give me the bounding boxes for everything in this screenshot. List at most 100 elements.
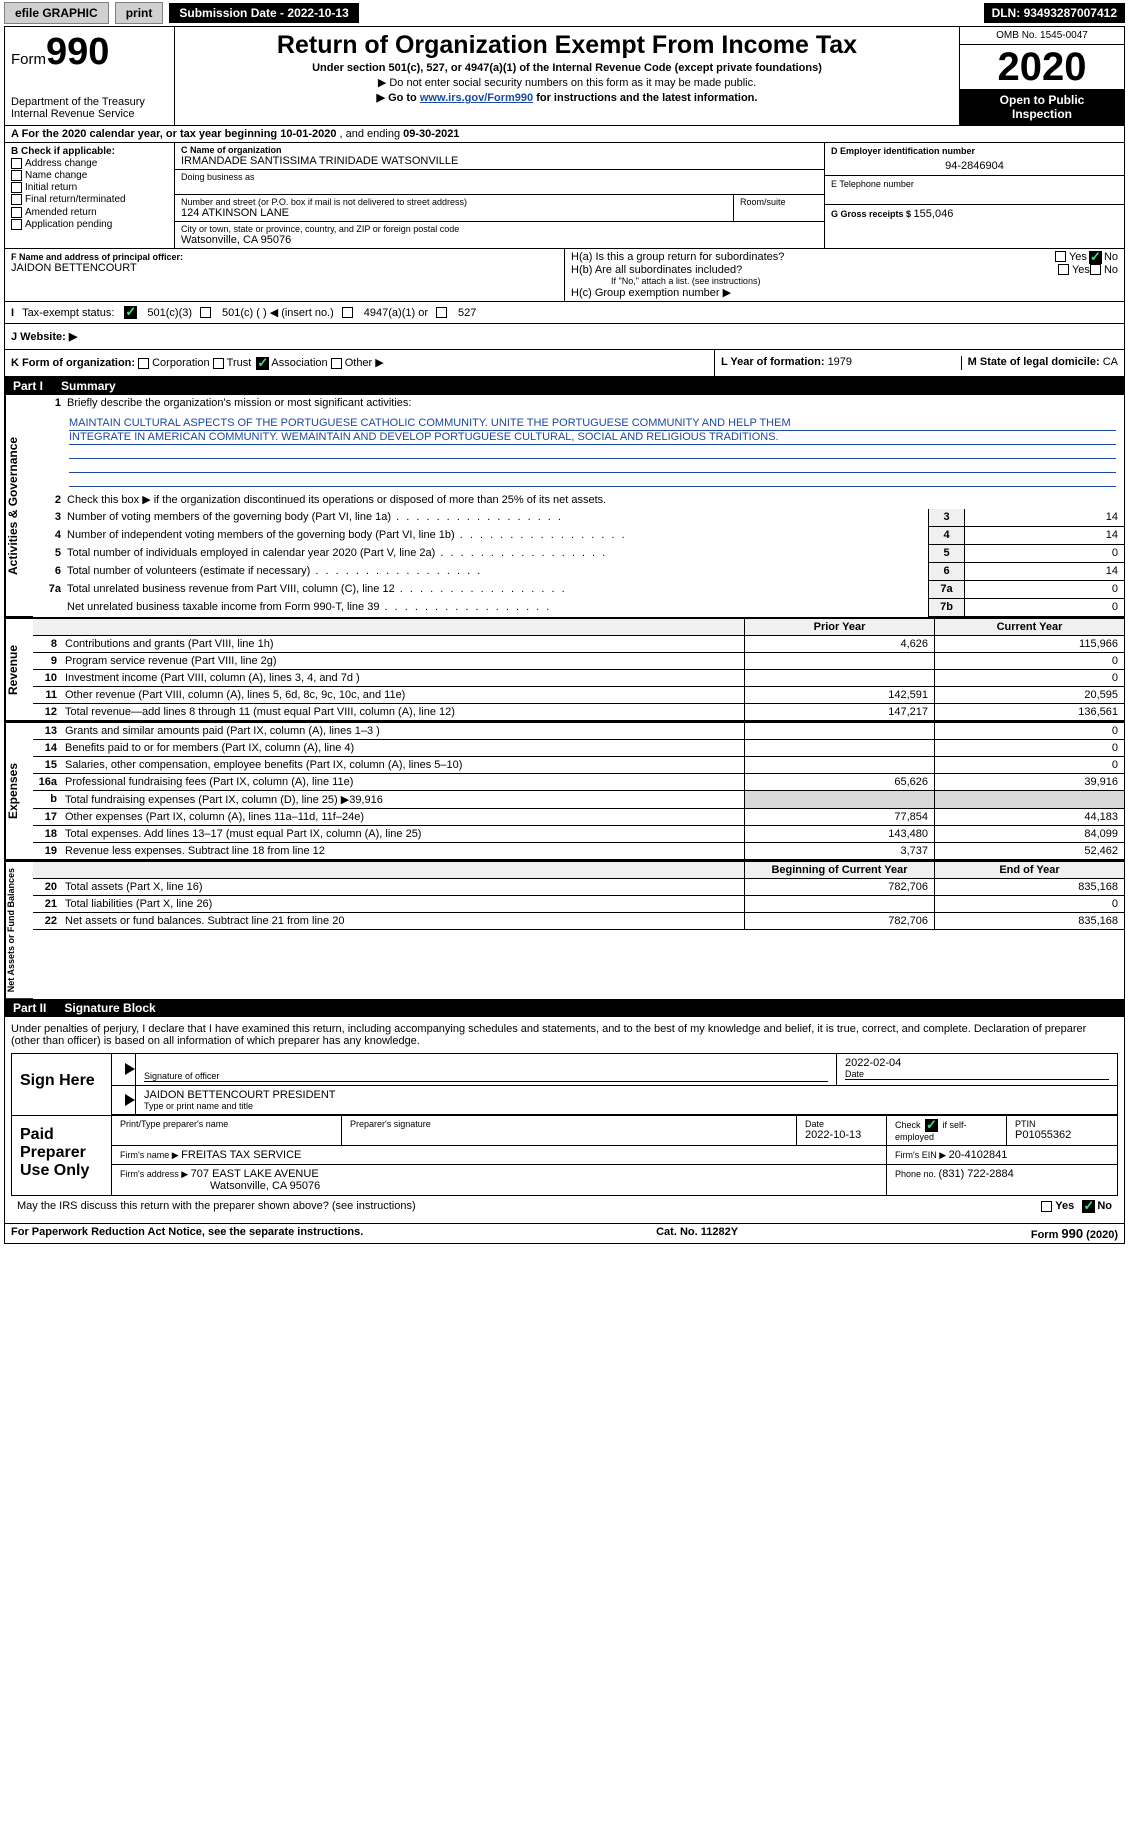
- ha-yes-chk[interactable]: [1055, 251, 1066, 262]
- prep-body: Print/Type preparer's name Preparer's si…: [112, 1116, 1117, 1195]
- sign-here-label: Sign Here: [12, 1054, 112, 1115]
- chk-501c3[interactable]: [124, 306, 137, 319]
- grid-row: 22Net assets or fund balances. Subtract …: [33, 913, 1124, 930]
- firm-phone-cell: Phone no. (831) 722-2884: [887, 1165, 1117, 1195]
- chk-assoc[interactable]: [256, 357, 269, 370]
- grid-row: 18Total expenses. Add lines 13–17 (must …: [33, 826, 1124, 843]
- chk-amended[interactable]: Amended return: [11, 207, 168, 218]
- summary-row: 3Number of voting members of the governi…: [33, 509, 1124, 527]
- na-rows: 20Total assets (Part X, line 16)782,7068…: [33, 879, 1124, 930]
- city-label: City or town, state or province, country…: [181, 224, 818, 234]
- part1-title: Summary: [61, 379, 116, 393]
- open-line2: Inspection: [962, 107, 1122, 121]
- opt-initial: Initial return: [25, 182, 77, 193]
- chk-self-emp[interactable]: [925, 1119, 938, 1132]
- hb-no-chk[interactable]: [1090, 264, 1101, 275]
- row-f-h: F Name and address of principal officer:…: [5, 249, 1124, 302]
- prep-date-cell: Date 2022-10-13: [797, 1116, 887, 1145]
- yf-label: L Year of formation:: [721, 356, 828, 368]
- opt-501c: 501(c) ( ) ◀ (insert no.): [222, 306, 334, 319]
- year-formation: L Year of formation: 1979: [721, 356, 962, 370]
- firm-addr2: Watsonville, CA 95076: [120, 1180, 878, 1192]
- chk-trust[interactable]: [213, 358, 224, 369]
- chk-other[interactable]: [331, 358, 342, 369]
- grid-row: 20Total assets (Part X, line 16)782,7068…: [33, 879, 1124, 896]
- pra-notice: For Paperwork Reduction Act Notice, see …: [11, 1226, 363, 1241]
- sd-label: M State of legal domicile:: [968, 356, 1103, 368]
- dept-treasury: Department of the Treasury: [11, 96, 168, 108]
- hb-row: H(b) Are all subordinates included? Yes …: [571, 264, 1118, 276]
- self-emp-label: Check if self-employed: [895, 1119, 998, 1142]
- form-num: 990: [46, 31, 109, 73]
- sig-officer-label: Signature of officer: [144, 1071, 828, 1082]
- hb-no: No: [1104, 264, 1118, 276]
- chk-name-change[interactable]: Name change: [11, 170, 168, 181]
- expenses-section: Expenses 13Grants and similar amounts pa…: [5, 723, 1124, 862]
- sd-value: CA: [1103, 356, 1118, 368]
- hc-label: H(c) Group exemption number ▶: [571, 286, 1118, 299]
- mission-blank2: [69, 459, 1116, 473]
- opt-pending: Application pending: [25, 219, 112, 230]
- submission-date: Submission Date - 2022-10-13: [169, 3, 358, 23]
- officer-name: JAIDON BETTENCOURT: [11, 262, 558, 274]
- paid-preparer-table: Paid Preparer Use Only Print/Type prepar…: [11, 1115, 1118, 1196]
- form-of-org: K Form of organization: Corporation Trus…: [5, 350, 714, 376]
- summary-row: 7aTotal unrelated business revenue from …: [33, 581, 1124, 599]
- activities-governance-section: Activities & Governance 1 Briefly descri…: [5, 395, 1124, 617]
- row-k: K Form of organization: Corporation Trus…: [5, 350, 1124, 377]
- firm-ein-value: 20-4102841: [949, 1149, 1008, 1161]
- summary-row: 4Number of independent voting members of…: [33, 527, 1124, 545]
- chk-corp[interactable]: [138, 358, 149, 369]
- chk-address-change[interactable]: Address change: [11, 158, 168, 169]
- hb-yes: Yes: [1072, 264, 1090, 276]
- box-deg: D Employer identification number 94-2846…: [824, 143, 1124, 248]
- rowk-label: K Form of organization:: [11, 357, 135, 369]
- ptin-label: PTIN: [1015, 1119, 1109, 1129]
- ha-label: H(a) Is this a group return for subordin…: [571, 251, 1055, 264]
- opt-assoc: Association: [271, 357, 327, 369]
- dln-value: 93493287007412: [1024, 6, 1117, 20]
- header-mid: Return of Organization Exempt From Incom…: [175, 27, 959, 125]
- ha-no-chk[interactable]: [1089, 251, 1102, 264]
- chk-527[interactable]: [436, 307, 447, 318]
- vlabel-na: Net Assets or Fund Balances: [5, 862, 33, 999]
- yf-value: 1979: [828, 356, 852, 368]
- mission-text: MAINTAIN CULTURAL ASPECTS OF THE PORTUGU…: [33, 413, 1124, 491]
- opt-corp: Corporation: [152, 357, 209, 369]
- row-a-tax-year: A For the 2020 calendar year, or tax yea…: [5, 126, 1124, 143]
- ptin-value: P01055362: [1015, 1129, 1109, 1141]
- opt-name: Name change: [25, 170, 87, 181]
- chk-final-return[interactable]: Final return/terminated: [11, 194, 168, 205]
- org-name-box: C Name of organization IRMANDADE SANTISS…: [175, 143, 824, 170]
- street-cell: Number and street (or P.O. box if mail i…: [175, 195, 734, 221]
- rev-head: Prior Year Current Year: [33, 619, 1124, 636]
- prep-date-label: Date: [805, 1119, 878, 1129]
- ein-value: 94-2846904: [831, 156, 1118, 172]
- prep-sig-cell: Preparer's signature: [342, 1116, 797, 1145]
- print-button[interactable]: print: [115, 2, 164, 24]
- discuss-no-chk[interactable]: [1082, 1200, 1095, 1213]
- open-line1: Open to Public: [962, 93, 1122, 107]
- chk-4947[interactable]: [342, 307, 353, 318]
- form990-link[interactable]: www.irs.gov/Form990: [420, 92, 533, 104]
- grid-row: 14Benefits paid to or for members (Part …: [33, 740, 1124, 757]
- mission-blank3: [69, 473, 1116, 487]
- chk-501c[interactable]: [200, 307, 211, 318]
- dln-label: DLN:: [992, 6, 1024, 20]
- footer: For Paperwork Reduction Act Notice, see …: [5, 1223, 1124, 1243]
- form-number: Form990: [11, 31, 168, 74]
- part1-header: Part I Summary: [5, 377, 1124, 395]
- ein-box: D Employer identification number 94-2846…: [825, 143, 1124, 176]
- grid-row: 15Salaries, other compensation, employee…: [33, 757, 1124, 774]
- discuss-yes-chk[interactable]: [1041, 1201, 1052, 1212]
- na-end-head: End of Year: [934, 862, 1124, 878]
- discuss-text: May the IRS discuss this return with the…: [17, 1200, 416, 1212]
- hb-label: H(b) Are all subordinates included?: [571, 264, 1058, 276]
- chk-initial-return[interactable]: Initial return: [11, 182, 168, 193]
- rowk-right: L Year of formation: 1979 M State of leg…: [714, 350, 1124, 376]
- row-i-tax-status: I Tax-exempt status: 501(c)(3) 501(c) ( …: [5, 302, 1124, 324]
- opt-527: 527: [458, 307, 476, 319]
- hb-yes-chk[interactable]: [1058, 264, 1069, 275]
- sig-arrow-1: [112, 1054, 136, 1085]
- chk-app-pending[interactable]: Application pending: [11, 219, 168, 230]
